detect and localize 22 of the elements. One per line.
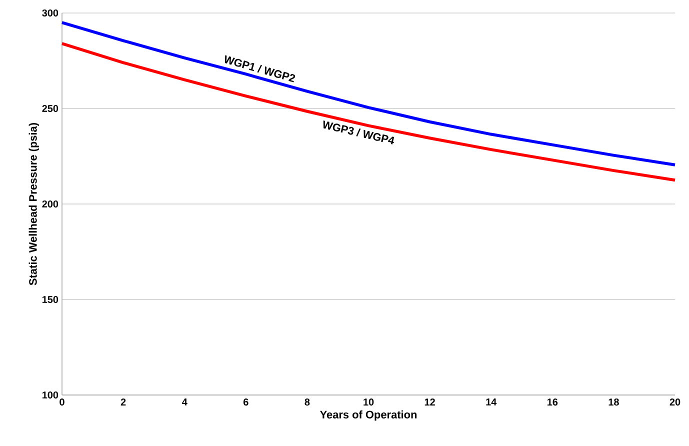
x-tick-label: 2 <box>120 398 126 406</box>
text: WGP3 / WGP4 <box>323 120 394 144</box>
x-tick-label: 16 <box>547 398 558 406</box>
line-series <box>60 21 677 166</box>
y-tick-label: 300 <box>42 9 58 17</box>
y-tick-label: 100 <box>42 391 58 399</box>
x-tick-label: 14 <box>486 398 497 406</box>
x-tick-label: 6 <box>243 398 248 406</box>
y-tick-label: 250 <box>42 104 58 112</box>
x-tick-label: 8 <box>304 398 310 406</box>
y-axis-title: Static Wellhead Pressure (psia) <box>28 123 40 286</box>
line-series <box>60 42 677 182</box>
x-tick-label: 0 <box>60 398 64 406</box>
x-tick-label: 18 <box>608 398 619 406</box>
y-tick-label: 200 <box>42 200 58 208</box>
text: WGP1 / WGP2 <box>224 55 296 82</box>
x-tick-label: 12 <box>424 398 435 406</box>
x-axis-title: Years of Operation <box>320 410 417 421</box>
x-tick-label: 10 <box>364 398 374 406</box>
x-tick-label: 4 <box>182 398 188 406</box>
y-tick-label: 150 <box>42 296 58 304</box>
x-tick-label: 20 <box>670 398 680 406</box>
